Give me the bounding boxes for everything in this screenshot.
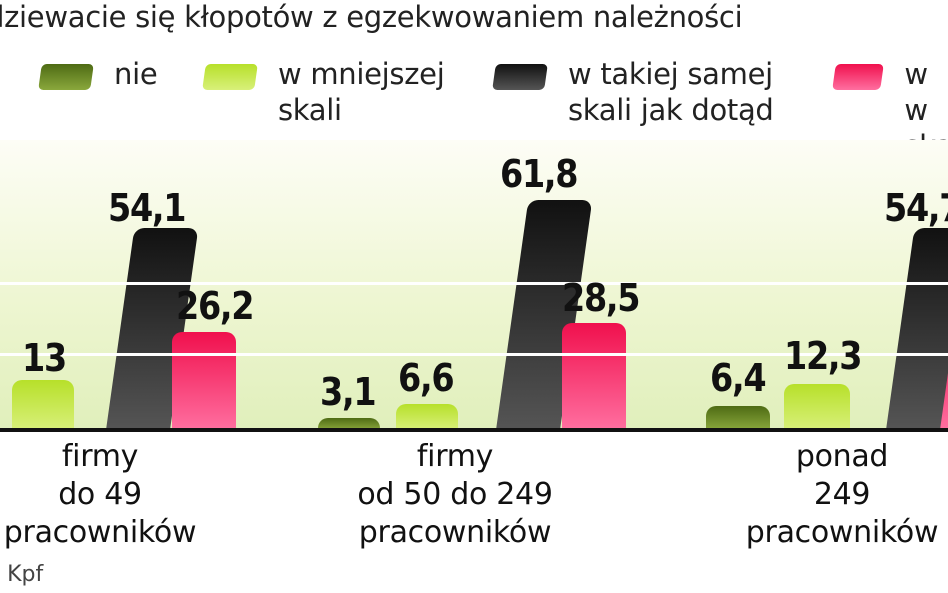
value-label: 61,8: [500, 152, 579, 196]
value-label: 6,6: [398, 356, 455, 400]
value-label: 26,2: [176, 284, 255, 328]
legend-label-same: w takiej samej skali jak dotąd: [568, 57, 774, 127]
value-label: 3,1: [320, 370, 377, 414]
legend-item-same: w takiej samej skali jak dotąd: [492, 56, 774, 128]
category-label: ponad 249 pracowników: [745, 439, 939, 550]
value-label: 12,3: [784, 334, 863, 378]
legend-item-nie: nie: [38, 56, 158, 92]
bar-g0-mniejszej: [12, 380, 74, 430]
bar-g1-wiecej: [562, 323, 626, 430]
bar-g2-nie: [706, 406, 770, 430]
legend-swatch-mniejszej: [202, 64, 258, 90]
value-label: 54,7: [884, 186, 948, 230]
chart-title: dziewacie się kłopotów z egzekwowaniem n…: [0, 0, 743, 34]
legend-label-nie: nie: [114, 57, 158, 91]
value-label: 54,1: [108, 186, 187, 230]
source-note: i Kpf: [0, 562, 44, 587]
bar-g1-nie: [318, 418, 380, 430]
plot-area: [0, 140, 948, 430]
x-axis-line: [0, 428, 948, 432]
bar-g2-mniejszej: [784, 384, 850, 430]
bar-g2-same: [886, 228, 948, 430]
legend-swatch-same: [492, 64, 548, 90]
bar-g0-wiecej: [172, 332, 236, 430]
legend-item-mniejszej: w mniejszej skali: [202, 56, 445, 128]
legend-swatch-wiecej: [832, 64, 885, 90]
bar-g1-mniejszej: [396, 404, 458, 430]
value-label: 6,4: [710, 356, 767, 400]
legend-swatch-nie: [38, 64, 94, 90]
category-label: firmy od 50 do 249 pracowników: [357, 439, 553, 550]
category-label: firmy do 49 pracowników: [3, 439, 197, 550]
legend-label-mniejszej: w mniejszej skali: [278, 57, 445, 127]
value-label: 13: [22, 336, 67, 380]
gridline: [0, 353, 948, 356]
gridline: [0, 282, 948, 285]
value-label: 28,5: [562, 276, 641, 320]
